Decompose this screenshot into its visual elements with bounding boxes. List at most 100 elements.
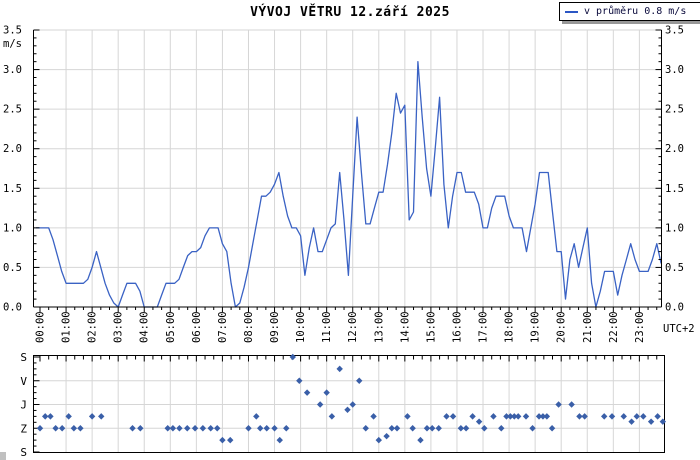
x-tick-label: 11:00 bbox=[321, 311, 333, 343]
wind-direction-point bbox=[640, 413, 647, 420]
page-title: VÝVOJ VĚTRU 12.září 2025 bbox=[250, 5, 450, 20]
wind-direction-point bbox=[77, 425, 84, 432]
y-tick-label: 3.5 bbox=[3, 25, 22, 37]
legend-box: v průměru 0.8 m/s bbox=[559, 2, 700, 21]
x-tick-label: 05:00 bbox=[165, 311, 177, 343]
y-tick-label: 1.5 bbox=[3, 183, 22, 195]
wind-direction-point bbox=[263, 425, 270, 432]
x-tick-label: 04:00 bbox=[139, 311, 151, 343]
wind-direction-point bbox=[469, 413, 476, 420]
wind-direction-point bbox=[543, 413, 551, 420]
x-tick-label: 16:00 bbox=[452, 311, 464, 343]
wind-direction-point bbox=[70, 425, 78, 432]
wind-direction-point bbox=[457, 425, 465, 432]
wind-speed-line bbox=[36, 61, 662, 308]
wind-direction-point bbox=[52, 425, 59, 432]
x-tick-label: 17:00 bbox=[478, 311, 490, 343]
wind-direction-point bbox=[328, 413, 336, 420]
legend-label: v průměru 0.8 m/s bbox=[584, 6, 687, 17]
wind-direction-point bbox=[449, 413, 457, 420]
wind-direction-point bbox=[409, 425, 416, 432]
wind-direction-point bbox=[370, 413, 377, 420]
x-tick-label: 14:00 bbox=[399, 311, 411, 343]
wind-direction-point bbox=[481, 425, 488, 432]
x-tick-label: 22:00 bbox=[608, 311, 620, 343]
wind-direction-point bbox=[600, 413, 608, 420]
wind-direction-point bbox=[253, 413, 260, 420]
wind-direction-point bbox=[511, 413, 518, 420]
direction-axis-label: S bbox=[20, 351, 27, 364]
x-tick-label: 18:00 bbox=[504, 311, 516, 343]
y-tick-label: 1.5 bbox=[665, 183, 684, 195]
wind-direction-point bbox=[568, 401, 575, 408]
wind-direction-point bbox=[164, 425, 171, 432]
wind-direction-point bbox=[349, 401, 356, 408]
wind-direction-point bbox=[207, 425, 214, 432]
wind-direction-point bbox=[245, 425, 252, 432]
wind-direction-point bbox=[529, 425, 536, 432]
wind-direction-point bbox=[628, 418, 635, 425]
x-tick-label: 20:00 bbox=[556, 311, 568, 343]
wind-direction-point bbox=[58, 425, 66, 432]
x-tick-label: 06:00 bbox=[191, 311, 203, 343]
x-tick-label: 23:00 bbox=[634, 311, 646, 343]
wind-direction-point bbox=[417, 436, 424, 444]
wind-direction-point bbox=[169, 425, 177, 432]
timezone-label: UTC+2 bbox=[663, 323, 695, 335]
y-tick-label: 0.5 bbox=[665, 262, 684, 274]
y-tick-label: 3.0 bbox=[3, 64, 22, 76]
y-tick-label: 1.0 bbox=[665, 222, 684, 234]
wind-direction-point bbox=[548, 425, 556, 432]
y-tick-label: 2.0 bbox=[3, 143, 22, 155]
wind-direction-point bbox=[404, 413, 411, 420]
wind-direction-point bbox=[522, 413, 530, 420]
wind-direction-point bbox=[191, 425, 199, 432]
wind-direction-point bbox=[608, 413, 616, 420]
wind-direction-point bbox=[257, 425, 264, 432]
x-tick-label: 19:00 bbox=[530, 311, 542, 343]
wind-direction-point bbox=[323, 389, 330, 396]
wind-direction-point bbox=[581, 413, 588, 420]
y-tick-label: 0.0 bbox=[665, 302, 684, 314]
wind-direction-point bbox=[462, 425, 470, 432]
wind-direction-point bbox=[507, 413, 514, 420]
wind-direction-point bbox=[498, 425, 505, 432]
wind-direction-point bbox=[647, 418, 655, 425]
wind-direction-point bbox=[388, 425, 396, 432]
y-axis-unit: m/s bbox=[3, 38, 22, 50]
line-sample-icon bbox=[565, 10, 578, 13]
wind-direction-point bbox=[271, 425, 278, 432]
x-tick-label: 08:00 bbox=[243, 311, 255, 343]
wind-direction-point bbox=[296, 377, 303, 384]
wind-direction-point bbox=[654, 413, 661, 420]
x-tick-label: 13:00 bbox=[373, 311, 385, 343]
wind-direction-point bbox=[36, 425, 44, 432]
wind-direction-point bbox=[42, 413, 49, 420]
direction-axis-label: V bbox=[20, 375, 27, 388]
x-tick-label: 00:00 bbox=[35, 311, 47, 343]
wind-direction-point bbox=[490, 413, 497, 420]
corner-artifact bbox=[0, 452, 6, 460]
wind-direction-point bbox=[515, 413, 522, 420]
x-tick-label: 10:00 bbox=[295, 311, 307, 343]
wind-direction-point bbox=[659, 418, 667, 425]
wind-direction-point bbox=[98, 413, 105, 420]
x-tick-label: 07:00 bbox=[217, 311, 229, 343]
wind-direction-point bbox=[129, 425, 136, 432]
y-tick-label: 3.5 bbox=[665, 25, 684, 37]
wind-direction-point bbox=[137, 425, 144, 432]
wind-direction-point bbox=[303, 389, 311, 396]
wind-direction-point bbox=[336, 365, 343, 373]
y-tick-label: 0.5 bbox=[3, 262, 22, 274]
wind-direction-point bbox=[88, 413, 96, 420]
wind-direction-point bbox=[219, 436, 226, 444]
direction-axis-label: S bbox=[20, 446, 27, 459]
wind-direction-point bbox=[443, 413, 450, 420]
direction-axis-label: J bbox=[20, 399, 27, 412]
wind-direction-point bbox=[344, 406, 351, 413]
y-tick-label: 2.5 bbox=[665, 104, 684, 116]
x-tick-label: 09:00 bbox=[269, 311, 281, 343]
wind-direction-point bbox=[276, 436, 283, 444]
